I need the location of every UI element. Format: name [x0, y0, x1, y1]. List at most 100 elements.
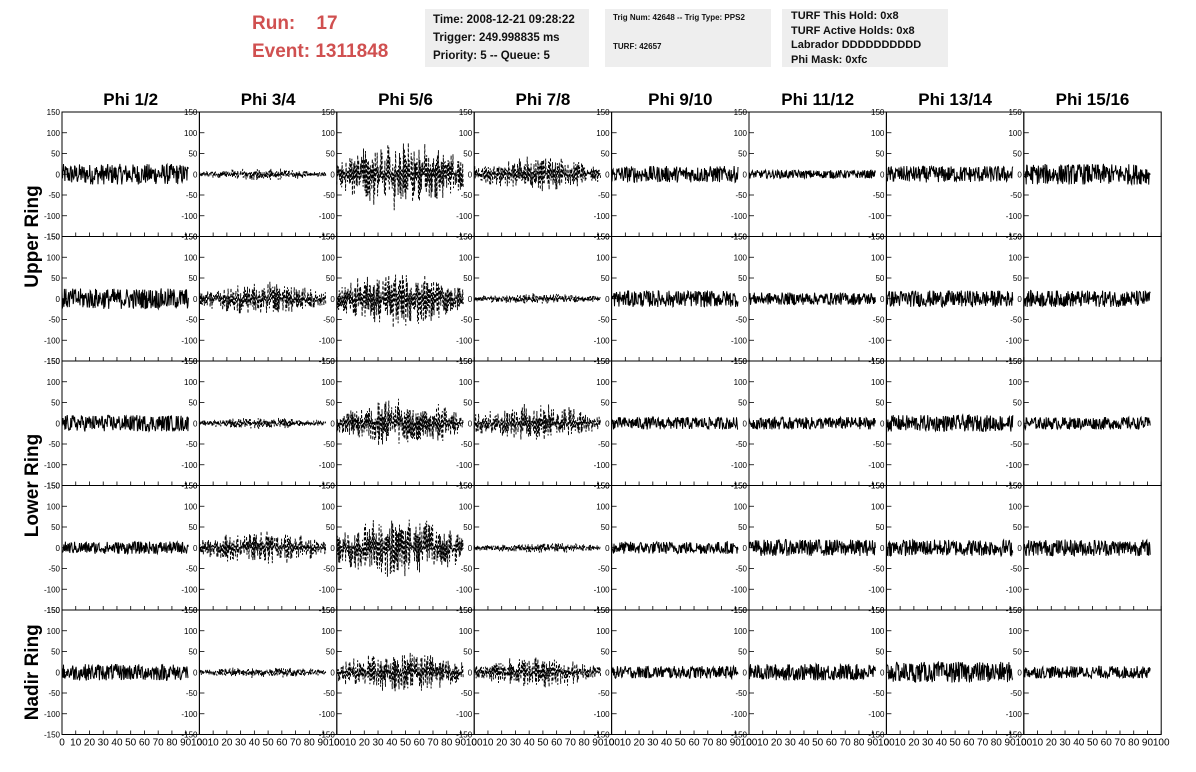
y-tick-label: 150 — [184, 606, 198, 615]
waveform-trace — [611, 289, 739, 308]
x-tick-label: 90 — [180, 738, 192, 749]
y-tick-label: 100 — [47, 627, 61, 636]
y-tick-label: 100 — [47, 502, 61, 511]
x-tick-label: 50 — [950, 738, 962, 749]
y-tick-label: 0 — [468, 668, 473, 677]
y-tick-label: 100 — [734, 253, 748, 262]
x-tick-label: 10 — [620, 738, 632, 749]
y-tick-label: 50 — [738, 150, 747, 159]
y-tick-label: 100 — [596, 378, 610, 387]
x-tick-label: 60 — [276, 738, 288, 749]
x-tick-label: 10 — [757, 738, 769, 749]
y-tick-label: 150 — [321, 482, 335, 491]
y-tick-label: -50 — [1010, 191, 1022, 200]
y-tick-label: -150 — [44, 731, 61, 740]
x-tick-label: 80 — [441, 738, 453, 749]
y-tick-label: -50 — [598, 689, 610, 698]
waveform-trace — [611, 664, 739, 681]
x-tick-label: 20 — [1046, 738, 1058, 749]
y-tick-label: 150 — [596, 233, 610, 242]
y-tick-label: -50 — [1010, 689, 1022, 698]
y-tick-label: -100 — [319, 212, 336, 221]
y-tick-label: 0 — [56, 419, 61, 428]
y-tick-label: 50 — [1013, 150, 1022, 159]
y-tick-label: 100 — [47, 378, 61, 387]
y-tick-label: 0 — [743, 419, 748, 428]
y-tick-label: -150 — [868, 731, 885, 740]
y-tick-label: 150 — [1008, 357, 1022, 366]
y-tick-label: 150 — [1008, 108, 1022, 117]
priority-text: Priority: 5 -- Queue: 5 — [433, 50, 550, 62]
y-tick-label: 50 — [875, 648, 884, 657]
y-tick-label: -50 — [735, 191, 747, 200]
y-tick-label: 0 — [1017, 295, 1022, 304]
x-tick-label: 30 — [647, 738, 659, 749]
x-tick-label: 0 — [746, 738, 752, 749]
y-tick-label: -100 — [594, 212, 611, 221]
x-tick-label: 0 — [334, 738, 340, 749]
y-tick-label: 50 — [601, 274, 610, 283]
x-tick-label: 0 — [59, 738, 65, 749]
y-tick-label: 150 — [596, 357, 610, 366]
y-tick-label: -100 — [868, 710, 885, 719]
y-tick-label: 100 — [1008, 378, 1022, 387]
y-tick-label: 150 — [47, 233, 61, 242]
time-info-box: Time: 2008-12-21 09:28:22 Trigger: 249.9… — [425, 9, 589, 67]
x-tick-label: 60 — [1101, 738, 1113, 749]
y-tick-label: 50 — [463, 274, 472, 283]
x-tick-label: 70 — [153, 738, 165, 749]
y-tick-label: 0 — [330, 544, 335, 553]
y-tick-label: 0 — [330, 419, 335, 428]
y-tick-label: 50 — [875, 150, 884, 159]
x-tick-label: 90 — [730, 738, 742, 749]
waveform-trace — [1023, 289, 1151, 308]
y-tick-label: -50 — [735, 565, 747, 574]
y-tick-label: 0 — [330, 170, 335, 179]
y-tick-label: -150 — [456, 731, 473, 740]
y-tick-label: -100 — [731, 585, 748, 594]
y-tick-label: 150 — [459, 606, 473, 615]
y-tick-label: -100 — [594, 710, 611, 719]
y-tick-label: 0 — [193, 295, 198, 304]
trig-num-text: Trig Num: 42648 -- Trig Type: PPS2 — [613, 13, 745, 22]
y-tick-label: 100 — [459, 129, 473, 138]
y-tick-label: 150 — [459, 482, 473, 491]
event-value: 1311848 — [315, 41, 389, 62]
y-tick-label: -100 — [181, 212, 198, 221]
column-title: Phi 9/10 — [648, 90, 712, 109]
x-tick-label: 20 — [771, 738, 783, 749]
column-title: Phi 1/2 — [103, 90, 158, 109]
y-tick-label: -150 — [1006, 731, 1023, 740]
waveform-trace — [885, 660, 1014, 683]
y-tick-label: -50 — [1010, 440, 1022, 449]
y-tick-label: 0 — [1017, 419, 1022, 428]
waveform-trace — [198, 417, 327, 429]
waveform-trace — [886, 538, 1014, 558]
column-title: Phi 11/12 — [781, 90, 854, 109]
y-tick-label: 0 — [605, 170, 610, 179]
x-tick-label: 40 — [111, 738, 123, 749]
y-tick-label: 150 — [321, 233, 335, 242]
x-tick-label: 40 — [1073, 738, 1085, 749]
y-tick-label: -100 — [44, 710, 61, 719]
x-tick-label: 100 — [603, 738, 620, 749]
y-tick-label: -100 — [181, 585, 198, 594]
y-tick-label: 0 — [56, 544, 61, 553]
y-tick-label: 100 — [47, 253, 61, 262]
y-tick-label: 150 — [871, 482, 885, 491]
y-tick-label: -50 — [598, 191, 610, 200]
y-tick-label: 100 — [459, 378, 473, 387]
waveform-trace — [473, 156, 602, 192]
y-tick-label: 100 — [1008, 129, 1022, 138]
y-tick-label: 100 — [1008, 502, 1022, 511]
x-tick-label: 80 — [716, 738, 728, 749]
y-tick-label: 150 — [734, 108, 748, 117]
x-tick-label: 80 — [1128, 738, 1140, 749]
y-tick-label: 50 — [738, 274, 747, 283]
x-tick-label: 50 — [400, 738, 412, 749]
y-tick-label: 150 — [321, 108, 335, 117]
y-tick-label: 150 — [871, 108, 885, 117]
y-tick-label: -100 — [181, 461, 198, 470]
y-tick-label: 150 — [321, 606, 335, 615]
y-tick-label: -100 — [1006, 585, 1023, 594]
